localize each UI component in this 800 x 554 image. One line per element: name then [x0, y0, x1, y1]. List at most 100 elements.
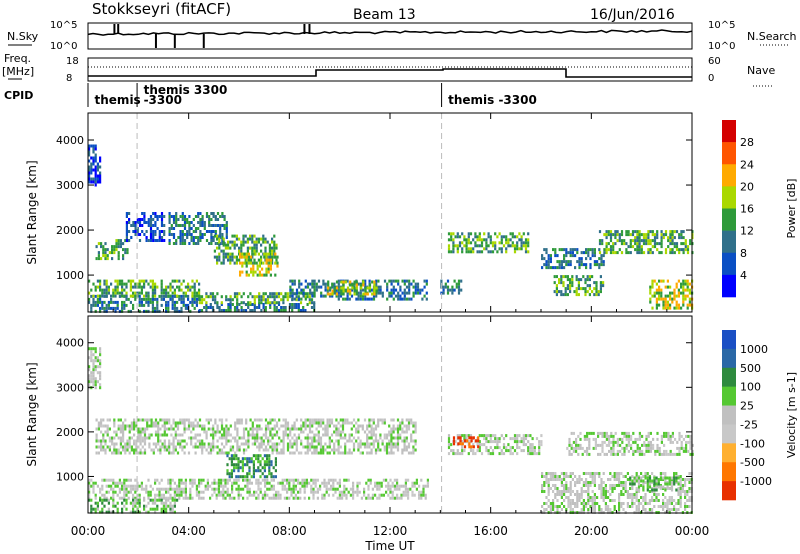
data-cell: [651, 230, 654, 234]
data-cell: [237, 493, 240, 497]
data-cell: [102, 245, 105, 249]
data-cell: [604, 493, 607, 496]
data-cell: [233, 234, 236, 238]
data-cell: [656, 242, 659, 246]
data-cell: [326, 451, 329, 455]
data-cell: [229, 309, 232, 312]
data-cell: [310, 298, 314, 302]
data-cell: [143, 282, 146, 286]
data-cell: [314, 481, 317, 485]
data-cell: [675, 285, 678, 289]
data-cell: [137, 436, 140, 440]
data-cell: [159, 448, 162, 452]
data-cell: [96, 180, 99, 184]
nsearch-tick-min: 10^0: [708, 41, 735, 52]
data-cell: [183, 227, 187, 230]
data-cell: [225, 451, 228, 455]
data-cell: [291, 279, 294, 283]
data-cell: [388, 442, 391, 446]
data-cell: [171, 498, 174, 502]
data-cell: [390, 294, 393, 298]
data-cell: [169, 484, 172, 488]
data-cell: [575, 449, 578, 453]
data-cell: [100, 242, 103, 246]
data-cell: [324, 288, 327, 292]
data-cell: [600, 490, 603, 493]
data-cell: [688, 496, 691, 499]
data-cell: [618, 248, 621, 252]
data-cell: [101, 288, 104, 292]
data-cell: [235, 243, 238, 247]
data-cell: [574, 493, 577, 496]
data-cell: [101, 498, 104, 502]
data-cell: [547, 254, 550, 258]
data-cell: [613, 475, 616, 478]
data-cell: [162, 294, 165, 298]
data-cell: [277, 295, 281, 299]
data-cell: [107, 507, 110, 511]
data-cell: [556, 505, 559, 508]
data-cell: [468, 436, 471, 440]
data-cell: [604, 508, 607, 511]
data-cell: [303, 487, 306, 491]
data-cell: [211, 493, 214, 497]
data-cell: [223, 433, 226, 437]
data-cell: [555, 287, 558, 291]
data-cell: [248, 487, 251, 491]
data-cell: [633, 502, 636, 505]
data-cell: [682, 285, 685, 289]
data-cell: [107, 484, 110, 488]
colorbar-swatch: [722, 252, 736, 276]
data-cell: [644, 508, 647, 511]
data-cell: [454, 440, 457, 444]
data-cell: [660, 297, 663, 301]
data-cell: [342, 292, 345, 296]
data-cell: [629, 245, 632, 249]
data-cell: [211, 292, 215, 296]
data-cell: [239, 475, 242, 479]
data-cell: [262, 261, 265, 265]
data-cell: [322, 448, 325, 452]
data-cell: [500, 452, 503, 456]
data-cell: [348, 436, 351, 440]
data-cell: [233, 246, 236, 250]
data-cell: [184, 487, 187, 491]
data-cell: [145, 504, 148, 508]
data-cell: [673, 508, 676, 511]
data-cell: [524, 250, 528, 254]
data-cell: [321, 493, 324, 497]
data-cell: [341, 451, 345, 455]
data-cell: [297, 306, 300, 309]
data-cell: [258, 445, 261, 449]
data-cell: [627, 251, 630, 255]
data-cell: [192, 236, 195, 239]
data-cell: [392, 445, 395, 449]
data-cell: [396, 418, 400, 422]
data-cell: [653, 488, 656, 492]
data-cell: [251, 255, 254, 259]
data-cell: [522, 443, 525, 447]
data-cell: [507, 241, 510, 245]
data-cell: [666, 303, 669, 307]
data-cell: [99, 294, 102, 298]
data-cell: [264, 448, 268, 452]
data-cell: [383, 436, 386, 440]
data-cell: [152, 442, 155, 446]
data-cell: [399, 424, 402, 428]
data-cell: [116, 306, 119, 310]
data-cell: [357, 297, 360, 301]
data-cell: [143, 439, 147, 443]
data-cell: [560, 248, 563, 252]
data-cell: [686, 306, 689, 310]
data-cell: [269, 258, 272, 262]
data-cell: [227, 298, 230, 302]
data-cell: [133, 442, 136, 446]
data-cell: [149, 233, 153, 236]
data-cell: [190, 221, 193, 224]
data-cell: [511, 437, 514, 441]
data-cell: [552, 505, 555, 508]
data-cell: [602, 284, 605, 288]
data-cell: [96, 168, 99, 172]
data-cell: [634, 248, 637, 252]
data-cell: [149, 498, 152, 502]
